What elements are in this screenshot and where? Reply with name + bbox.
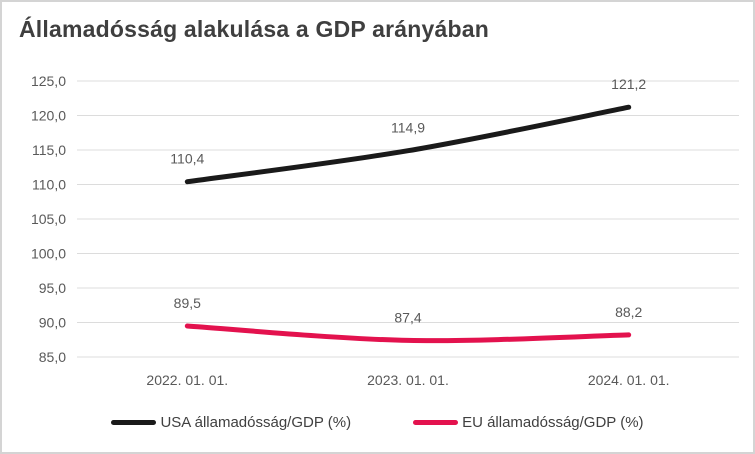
x-axis-tick-label: 2022. 01. 01. xyxy=(146,372,228,388)
legend-item-usa: USA államadósság/GDP (%) xyxy=(111,414,351,431)
data-label-usa: 110,4 xyxy=(170,151,204,167)
legend-item-eu: EU államadósság/GDP (%) xyxy=(413,414,644,431)
x-axis-tick-label: 2024. 01. 01. xyxy=(588,372,670,388)
y-axis-tick-label: 110,0 xyxy=(32,177,66,193)
x-axis-tick-label: 2023. 01. 01. xyxy=(367,372,449,388)
y-axis-tick-label: 125,0 xyxy=(31,73,66,89)
legend: USA államadósság/GDP (%) EU államadósság/… xyxy=(2,414,753,431)
legend-swatch-usa xyxy=(111,420,157,425)
series-line-usa xyxy=(184,104,632,185)
chart-title: Államadósság alakulása a GDP arányában xyxy=(19,16,489,42)
y-axis-tick-label: 115,0 xyxy=(32,142,66,158)
series-line-eu xyxy=(184,323,632,344)
data-label-eu: 89,5 xyxy=(174,295,201,311)
legend-label-eu: EU államadósság/GDP (%) xyxy=(462,414,644,431)
y-axis-tick-label: 120,0 xyxy=(31,108,66,124)
data-label-usa: 121,2 xyxy=(611,76,646,92)
y-axis-tick-label: 95,0 xyxy=(39,280,66,296)
data-label-usa: 114,9 xyxy=(391,120,425,136)
data-label-eu: 87,4 xyxy=(394,309,421,325)
y-axis-tick-label: 105,0 xyxy=(31,211,66,227)
y-axis-tick-label: 85,0 xyxy=(39,349,66,365)
y-axis-tick-label: 90,0 xyxy=(39,315,66,331)
y-axis-tick-label: 100,0 xyxy=(31,246,66,262)
legend-label-usa: USA államadósság/GDP (%) xyxy=(160,414,352,431)
data-label-eu: 88,2 xyxy=(615,304,642,320)
legend-swatch-eu xyxy=(413,420,459,425)
